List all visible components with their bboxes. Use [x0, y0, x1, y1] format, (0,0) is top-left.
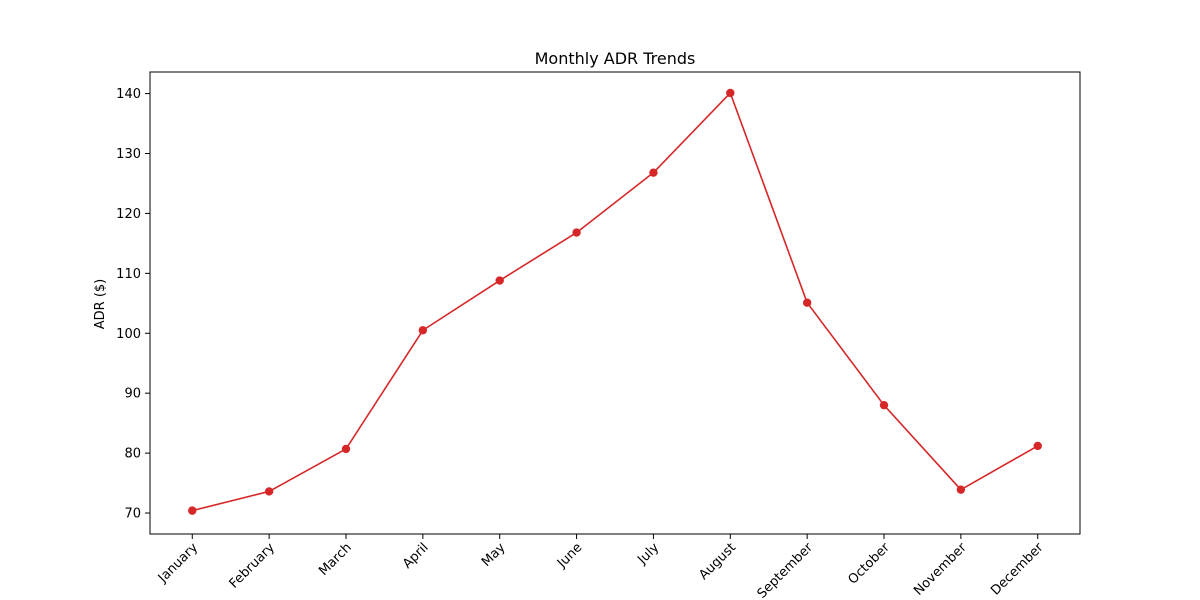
y-tick-label: 90	[124, 387, 141, 402]
y-tick-label: 80	[124, 447, 141, 462]
data-point	[726, 88, 735, 98]
y-tick-label: 120	[116, 207, 141, 222]
y-tick-label: 110	[116, 267, 141, 282]
chart-title: Monthly ADR Trends	[535, 49, 696, 68]
data-point	[879, 400, 889, 410]
data-point	[341, 444, 351, 454]
data-point	[418, 326, 428, 335]
y-tick-label: 140	[116, 87, 141, 102]
data-point	[802, 298, 812, 307]
data-point	[264, 487, 274, 496]
data-point	[649, 168, 658, 177]
data-point	[495, 276, 504, 285]
y-tick-label: 130	[116, 147, 141, 162]
y-tick-label: 70	[124, 507, 141, 522]
data-point	[956, 485, 966, 494]
series-line	[191, 92, 1039, 512]
plot-frame	[149, 71, 1081, 535]
y-tick-label: 100	[116, 327, 141, 342]
y-axis-label: ADR ($)	[93, 279, 108, 329]
data-point	[572, 228, 581, 237]
data-point	[188, 506, 197, 515]
data-point	[1033, 441, 1042, 451]
series-layer	[188, 88, 1042, 515]
